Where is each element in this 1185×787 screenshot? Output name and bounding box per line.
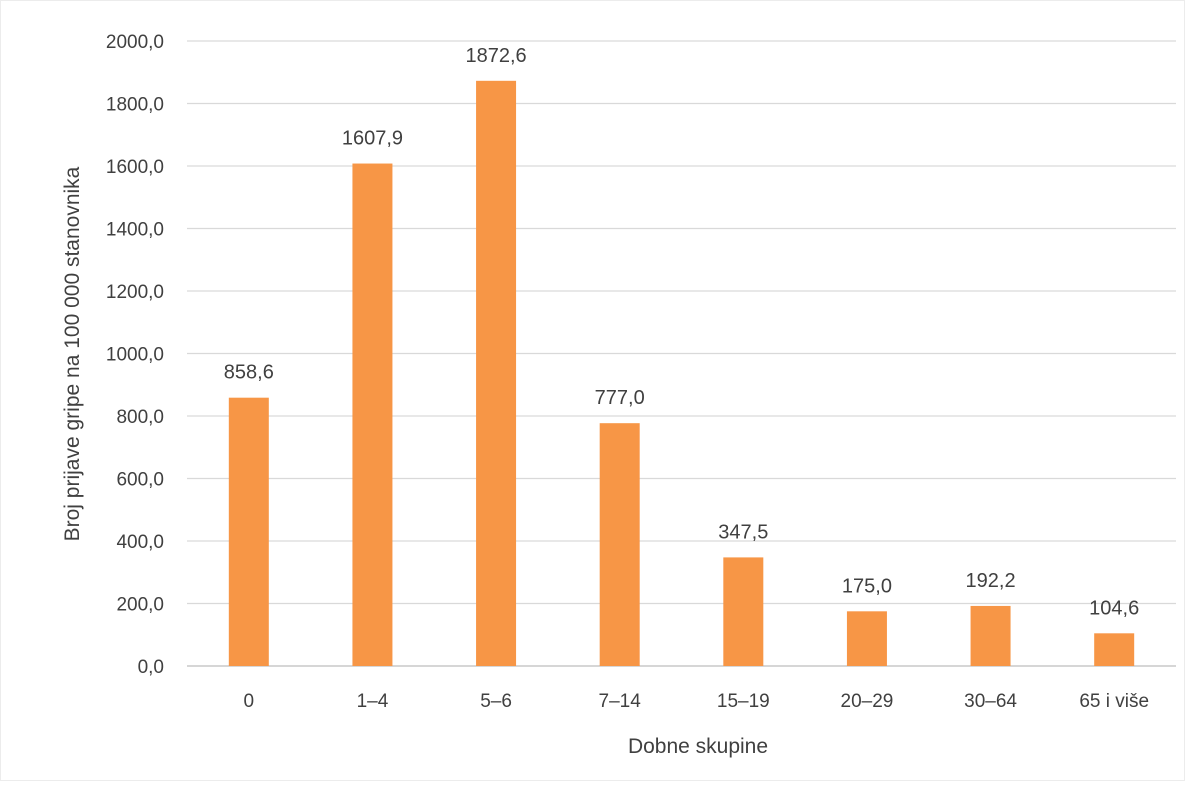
y-tick-label: 0,0 bbox=[138, 657, 164, 678]
y-tick-label: 1200,0 bbox=[106, 282, 164, 303]
data-label: 192,2 bbox=[966, 570, 1016, 592]
data-label: 777,0 bbox=[595, 387, 645, 409]
data-label: 175,0 bbox=[842, 575, 892, 597]
x-tick-label: 7–14 bbox=[599, 691, 642, 712]
y-axis-title: Broj prijave gripe na 100 000 stanovnika bbox=[61, 166, 84, 541]
y-tick-label: 400,0 bbox=[116, 532, 164, 553]
y-tick-label: 600,0 bbox=[116, 470, 164, 491]
bars bbox=[228, 80, 1135, 666]
bar bbox=[1094, 633, 1135, 666]
x-axis-title: Dobne skupine bbox=[628, 735, 768, 758]
gridlines bbox=[187, 40, 1176, 667]
data-label: 1872,6 bbox=[465, 45, 526, 67]
data-label: 1607,9 bbox=[342, 128, 403, 150]
x-tick-label: 5–6 bbox=[480, 691, 512, 712]
y-tick-label: 1400,0 bbox=[106, 220, 164, 241]
bar bbox=[970, 605, 1011, 666]
y-tick-label: 200,0 bbox=[116, 595, 164, 616]
bar bbox=[846, 611, 887, 666]
y-axis-ticks: 0,0 200,0 400,0 600,0 800,0 1000,0 1200,0 1400,… bbox=[106, 32, 164, 678]
x-tick-label: 0 bbox=[244, 691, 255, 712]
x-tick-label: 65 i više bbox=[1079, 691, 1149, 712]
data-label: 104,6 bbox=[1089, 597, 1139, 619]
x-tick-label: 15–19 bbox=[717, 691, 770, 712]
bar bbox=[723, 557, 764, 666]
y-tick-label: 2000,0 bbox=[106, 32, 164, 53]
data-label: 858,6 bbox=[224, 362, 274, 384]
x-tick-label: 20–29 bbox=[841, 691, 894, 712]
x-axis-ticks: 0 1–4 5–6 7–14 15–19 20–29 30–64 65 i više bbox=[244, 691, 1150, 712]
x-tick-label: 1–4 bbox=[357, 691, 389, 712]
data-labels: 858,6 1607,9 1872,6 777,0 347,5 175,0 192,2 104… bbox=[224, 45, 1139, 620]
y-tick-label: 1000,0 bbox=[106, 345, 164, 366]
y-tick-label: 800,0 bbox=[116, 407, 164, 428]
bar bbox=[228, 397, 269, 666]
bar bbox=[599, 423, 640, 666]
x-tick-label: 30–64 bbox=[964, 691, 1017, 712]
y-tick-label: 1600,0 bbox=[106, 157, 164, 178]
y-tick-label: 1800,0 bbox=[106, 95, 164, 116]
data-label: 347,5 bbox=[718, 521, 768, 543]
bar bbox=[352, 163, 393, 666]
bar bbox=[476, 80, 517, 666]
